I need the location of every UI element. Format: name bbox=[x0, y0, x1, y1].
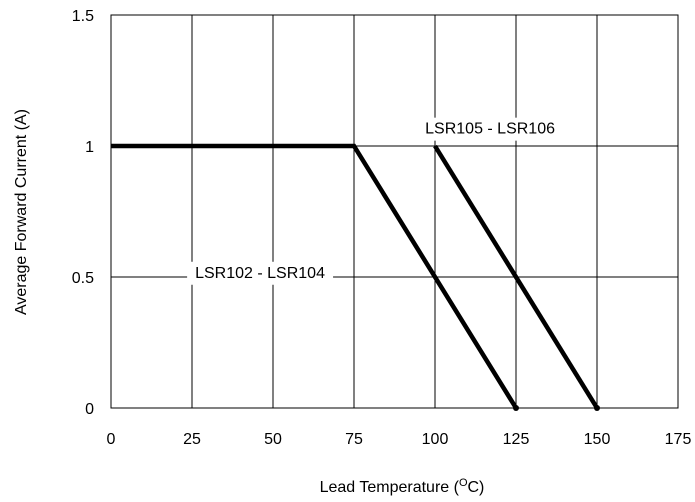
series-annotation-background bbox=[187, 261, 334, 285]
x-tick-label: 175 bbox=[665, 431, 692, 448]
x-tick-labels: 0 25 50 75 100 125 150 175 bbox=[107, 431, 692, 448]
series-line-2 bbox=[433, 144, 599, 410]
x-tick-label: 0 bbox=[107, 431, 116, 448]
series-layer bbox=[111, 143, 600, 411]
x-tick-label: 50 bbox=[264, 431, 282, 448]
x-axis-title-superscript: O bbox=[459, 477, 468, 489]
y-tick-label: 1 bbox=[85, 139, 94, 156]
y-axis-title: Average Forward Current (A) bbox=[13, 109, 30, 315]
series-annotation-background bbox=[417, 117, 564, 141]
x-tick-label: 150 bbox=[584, 431, 611, 448]
x-tick-label: 125 bbox=[503, 431, 530, 448]
series-annotation: LSR102 - LSR104 bbox=[187, 261, 334, 285]
x-tick-label: 25 bbox=[183, 431, 201, 448]
x-axis-title: Lead Temperature (OC) bbox=[320, 477, 485, 496]
series-annotations: LSR105 - LSR106 LSR102 - LSR104 bbox=[187, 117, 564, 285]
series-annotation-text: LSR102 - LSR104 bbox=[195, 265, 325, 282]
plot-frame bbox=[110, 14, 679, 409]
series-annotation-text: LSR105 - LSR106 bbox=[425, 121, 555, 138]
x-axis-title-tail: C) bbox=[468, 479, 485, 496]
y-tick-labels: 0 0.5 1 1.5 bbox=[72, 8, 94, 418]
x-tick-label: 75 bbox=[345, 431, 363, 448]
y-tick-label: 0 bbox=[85, 401, 94, 418]
x-tick-label: 100 bbox=[422, 431, 449, 448]
y-tick-label: 0.5 bbox=[72, 270, 94, 287]
series-line-1 bbox=[111, 143, 518, 410]
x-axis-title-main: Lead Temperature ( bbox=[320, 479, 460, 496]
series-annotation: LSR105 - LSR106 bbox=[417, 117, 564, 141]
y-tick-label: 1.5 bbox=[72, 8, 94, 25]
